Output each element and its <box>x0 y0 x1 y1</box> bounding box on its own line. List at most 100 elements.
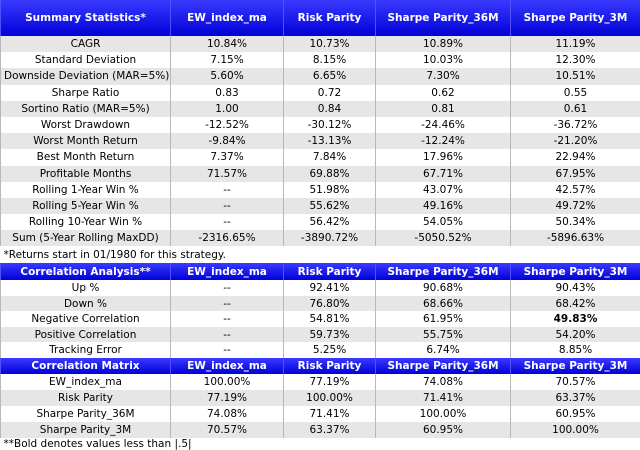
cell: 67.95% <box>511 166 640 182</box>
cell: 17.96% <box>376 149 511 165</box>
row-label: Rolling 10-Year Win % <box>1 214 171 230</box>
cell: 100.00% <box>171 374 284 390</box>
cell: -30.12% <box>284 117 376 133</box>
data-row: Downside Deviation (MAR=5%)5.60%6.65%7.3… <box>1 68 640 84</box>
cell: 10.03% <box>376 52 511 68</box>
note-row: *Returns start in 01/1980 for this strat… <box>1 246 640 263</box>
note: **Bold denotes values less than |.5| <box>1 438 640 450</box>
data-row: Rolling 1-Year Win %--51.98%43.07%42.57% <box>1 182 640 198</box>
cell: 10.51% <box>511 68 640 84</box>
row-label: Worst Drawdown <box>1 117 171 133</box>
cell: 51.98% <box>284 182 376 198</box>
cell: 10.89% <box>376 36 511 52</box>
header-cell: Risk Parity <box>284 358 376 374</box>
data-row: Rolling 5-Year Win %--55.62%49.16%49.72% <box>1 198 640 214</box>
cell: -24.46% <box>376 117 511 133</box>
row-label: Standard Deviation <box>1 52 171 68</box>
header-cell: Sharpe Parity_3M <box>511 263 640 280</box>
cell: 0.83 <box>171 85 284 101</box>
row-label: Worst Month Return <box>1 133 171 149</box>
cell: 49.72% <box>511 198 640 214</box>
data-row: Tracking Error--5.25%6.74%8.85% <box>1 342 640 358</box>
cell: 10.84% <box>171 36 284 52</box>
cell: 68.66% <box>376 296 511 312</box>
header-cell: Risk Parity <box>284 0 376 36</box>
cell: -12.52% <box>171 117 284 133</box>
header-cell: Correlation Matrix <box>1 358 171 374</box>
cell: -5896.63% <box>511 230 640 246</box>
cell: 7.15% <box>171 52 284 68</box>
note-row: **Bold denotes values less than |.5| <box>1 438 640 450</box>
cell: 11.19% <box>511 36 640 52</box>
cell: -- <box>171 280 284 296</box>
cell: 7.37% <box>171 149 284 165</box>
cell: 8.15% <box>284 52 376 68</box>
cell: 6.65% <box>284 68 376 84</box>
cell: 71.41% <box>376 390 511 406</box>
cell: 100.00% <box>284 390 376 406</box>
cell: 1.00 <box>171 101 284 117</box>
cell: 5.25% <box>284 342 376 358</box>
cell: 7.30% <box>376 68 511 84</box>
row-label: Negative Correlation <box>1 311 171 327</box>
cell: 74.08% <box>376 374 511 390</box>
cell: -- <box>171 342 284 358</box>
cell: 90.68% <box>376 280 511 296</box>
cell: 12.30% <box>511 52 640 68</box>
cell: 0.72 <box>284 85 376 101</box>
cell: 10.73% <box>284 36 376 52</box>
row-label: Sum (5-Year Rolling MaxDD) <box>1 230 171 246</box>
data-row: Worst Drawdown-12.52%-30.12%-24.46%-36.7… <box>1 117 640 133</box>
header-cell: Risk Parity <box>284 263 376 280</box>
data-row: Sum (5-Year Rolling MaxDD)-2316.65%-3890… <box>1 230 640 246</box>
cell: 54.20% <box>511 327 640 343</box>
row-label: Up % <box>1 280 171 296</box>
cell: 7.84% <box>284 149 376 165</box>
row-label: Down % <box>1 296 171 312</box>
cell: 63.37% <box>511 390 640 406</box>
cell: -9.84% <box>171 133 284 149</box>
cell: -21.20% <box>511 133 640 149</box>
row-label: Risk Parity <box>1 390 171 406</box>
cell: -36.72% <box>511 117 640 133</box>
cell: -3890.72% <box>284 230 376 246</box>
cell: 54.81% <box>284 311 376 327</box>
cell: -- <box>171 198 284 214</box>
row-label: Rolling 5-Year Win % <box>1 198 171 214</box>
header-cell: Sharpe Parity_36M <box>376 263 511 280</box>
row-label: Sortino Ratio (MAR=5%) <box>1 101 171 117</box>
cell: -5050.52% <box>376 230 511 246</box>
cell: 71.57% <box>171 166 284 182</box>
row-label: CAGR <box>1 36 171 52</box>
cell: 70.57% <box>511 374 640 390</box>
data-row: Positive Correlation--59.73%55.75%54.20% <box>1 327 640 343</box>
cell: 49.83% <box>511 311 640 327</box>
cell: 0.61 <box>511 101 640 117</box>
cell: 0.55 <box>511 85 640 101</box>
header-cell: Sharpe Parity_36M <box>376 358 511 374</box>
row-label: Profitable Months <box>1 166 171 182</box>
cell: 42.57% <box>511 182 640 198</box>
row-label: Positive Correlation <box>1 327 171 343</box>
row-label: Downside Deviation (MAR=5%) <box>1 68 171 84</box>
cell: 77.19% <box>284 374 376 390</box>
cell: 90.43% <box>511 280 640 296</box>
cell: 22.94% <box>511 149 640 165</box>
data-row: Up %--92.41%90.68%90.43% <box>1 280 640 296</box>
cell: 0.62 <box>376 85 511 101</box>
header-cell: Correlation Analysis** <box>1 263 171 280</box>
cell: -- <box>171 327 284 343</box>
cell: -13.13% <box>284 133 376 149</box>
row-label: Rolling 1-Year Win % <box>1 182 171 198</box>
cell: 69.88% <box>284 166 376 182</box>
cell: -- <box>171 296 284 312</box>
